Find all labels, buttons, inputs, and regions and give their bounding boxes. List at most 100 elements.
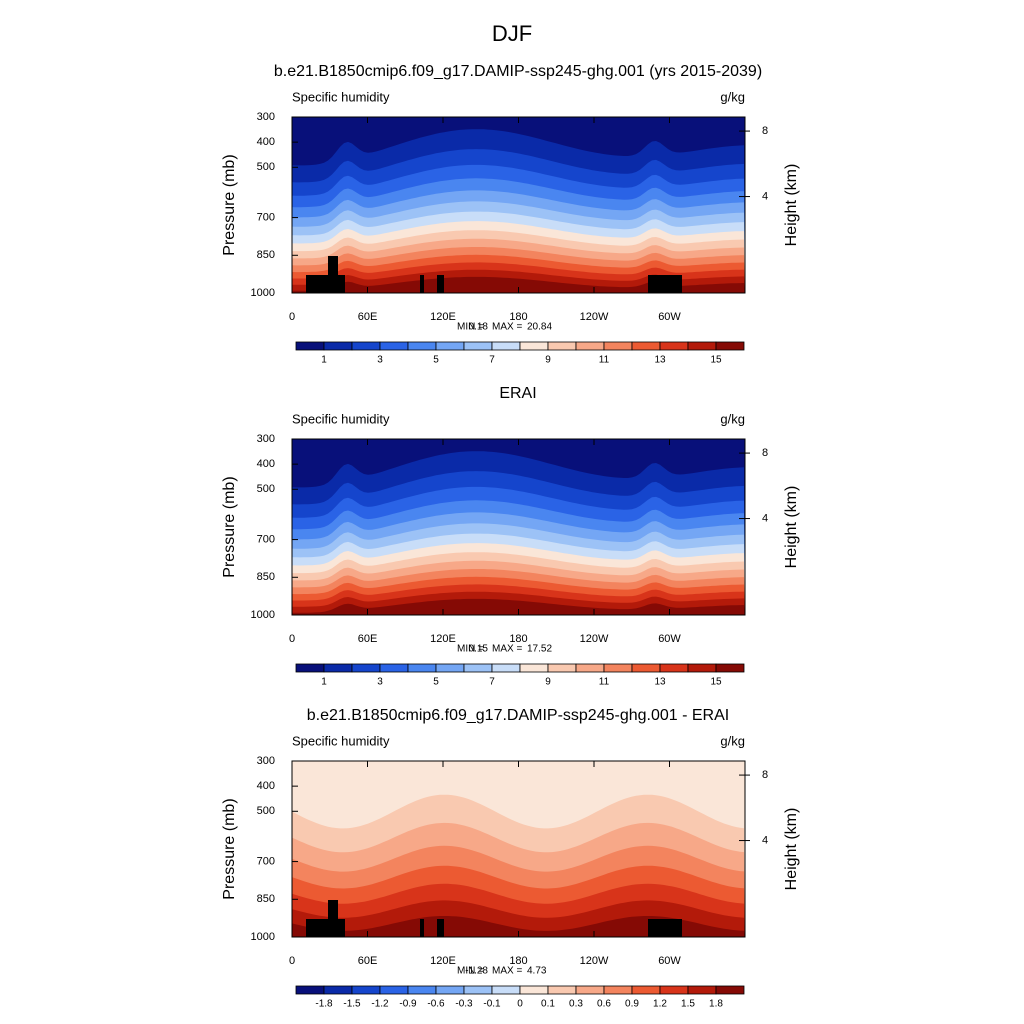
- colorbar-box: [715, 985, 745, 995]
- colorbar-label: 1.5: [681, 999, 695, 1010]
- y2-tick-label: 8: [762, 769, 768, 781]
- x-tick-label: 120W: [580, 633, 609, 645]
- colorbar-label: 0: [517, 999, 523, 1010]
- colorbar-box: [463, 341, 493, 351]
- y-tick-label: 850: [257, 571, 275, 583]
- y-tick-label: 400: [257, 780, 275, 792]
- x-tick-label: 120E: [430, 311, 456, 323]
- colorbar-box: [323, 663, 353, 673]
- y2-axis-label: Height (km): [783, 164, 800, 247]
- colorbar-label: 1: [321, 677, 327, 688]
- topography: [420, 275, 424, 293]
- colorbar-label: 1.8: [709, 999, 723, 1010]
- colorbar-label: 9: [545, 677, 551, 688]
- stat-value: 17.52: [527, 644, 552, 655]
- colorbar-box: [295, 663, 325, 673]
- right-label: g/kg: [720, 89, 745, 104]
- colorbar-label: 0.3: [569, 999, 583, 1010]
- contour-field: [292, 761, 745, 937]
- colorbar-label: 13: [654, 355, 666, 366]
- colorbar-box: [575, 985, 605, 995]
- colorbar-box: [715, 341, 745, 351]
- x-tick-label: 0: [289, 311, 295, 323]
- stat-label: MIN =: [457, 966, 484, 977]
- colorbar-box: [295, 341, 325, 351]
- x-tick-label: 60E: [358, 955, 378, 967]
- topography: [648, 275, 682, 293]
- stat-value: 4.73: [527, 966, 547, 977]
- colorbar-box: [547, 985, 577, 995]
- colorbar-box: [519, 985, 549, 995]
- y-tick-label: 500: [257, 483, 275, 495]
- colorbar-label: 1.2: [653, 999, 667, 1010]
- panel-title: b.e21.B1850cmip6.f09_g17.DAMIP-ssp245-gh…: [274, 63, 762, 80]
- colorbar-box: [631, 663, 661, 673]
- colorbar-box: [687, 985, 717, 995]
- topography: [306, 919, 345, 937]
- colorbar-box: [547, 663, 577, 673]
- colorbar-box: [547, 341, 577, 351]
- figure-title: DJF: [492, 21, 532, 46]
- x-tick-label: 0: [289, 955, 295, 967]
- contour-field: [292, 439, 745, 615]
- x-tick-label: 0: [289, 633, 295, 645]
- x-tick-label: 120W: [580, 311, 609, 323]
- colorbar-box: [603, 663, 633, 673]
- stat-label: MAX =: [492, 644, 522, 655]
- y-axis-label: Pressure (mb): [221, 154, 238, 255]
- topography: [306, 275, 345, 293]
- colorbar-box: [323, 985, 353, 995]
- stat-label: MAX =: [492, 966, 522, 977]
- x-tick-label: 180: [509, 633, 527, 645]
- y2-tick-label: 8: [762, 125, 768, 137]
- y2-tick-label: 4: [762, 190, 768, 202]
- y-axis-label: Pressure (mb): [221, 798, 238, 899]
- colorbar-label: 0.9: [625, 999, 639, 1010]
- colorbar-box: [435, 663, 465, 673]
- x-tick-label: 60E: [358, 633, 378, 645]
- panel-title: ERAI: [499, 385, 536, 402]
- colorbar-label: 15: [710, 677, 722, 688]
- colorbar-box: [519, 663, 549, 673]
- topography: [437, 919, 444, 937]
- colorbar-box: [603, 985, 633, 995]
- colorbar-box: [463, 663, 493, 673]
- x-tick-label: 60W: [658, 633, 681, 645]
- colorbar-label: 5: [433, 355, 439, 366]
- colorbar-label: 0.6: [597, 999, 611, 1010]
- x-tick-label: 60W: [658, 955, 681, 967]
- y-tick-label: 500: [257, 805, 275, 817]
- y-tick-label: 700: [257, 533, 275, 545]
- colorbar-box: [407, 663, 437, 673]
- x-tick-label: 60E: [358, 311, 378, 323]
- stat-value: 0.18: [469, 322, 489, 333]
- stat-label: MIN =: [457, 644, 484, 655]
- y-tick-label: 1000: [251, 609, 275, 621]
- colorbar-box: [435, 985, 465, 995]
- colorbar-box: [631, 985, 661, 995]
- y-tick-label: 700: [257, 855, 275, 867]
- colorbar-label: 1: [321, 355, 327, 366]
- topography: [328, 900, 338, 937]
- colorbar-label: 7: [489, 677, 495, 688]
- colorbar-box: [407, 341, 437, 351]
- topography: [420, 919, 424, 937]
- stat-label: MIN =: [457, 322, 484, 333]
- stat-value: 20.84: [527, 322, 552, 333]
- stat-label: MAX =: [492, 322, 522, 333]
- x-tick-label: 120E: [430, 633, 456, 645]
- panel-title: b.e21.B1850cmip6.f09_g17.DAMIP-ssp245-gh…: [307, 707, 729, 724]
- colorbar-box: [687, 341, 717, 351]
- y-tick-label: 300: [257, 433, 275, 445]
- right-label: g/kg: [720, 733, 745, 748]
- contour-field: [292, 117, 745, 293]
- colorbar-box: [379, 985, 409, 995]
- colorbar-box: [379, 341, 409, 351]
- colorbar-label: -0.6: [427, 999, 445, 1010]
- colorbar-label: 11: [599, 677, 610, 688]
- x-tick-label: 120W: [580, 955, 609, 967]
- colorbar-box: [463, 985, 493, 995]
- colorbar-label: 13: [654, 677, 666, 688]
- colorbar-box: [379, 663, 409, 673]
